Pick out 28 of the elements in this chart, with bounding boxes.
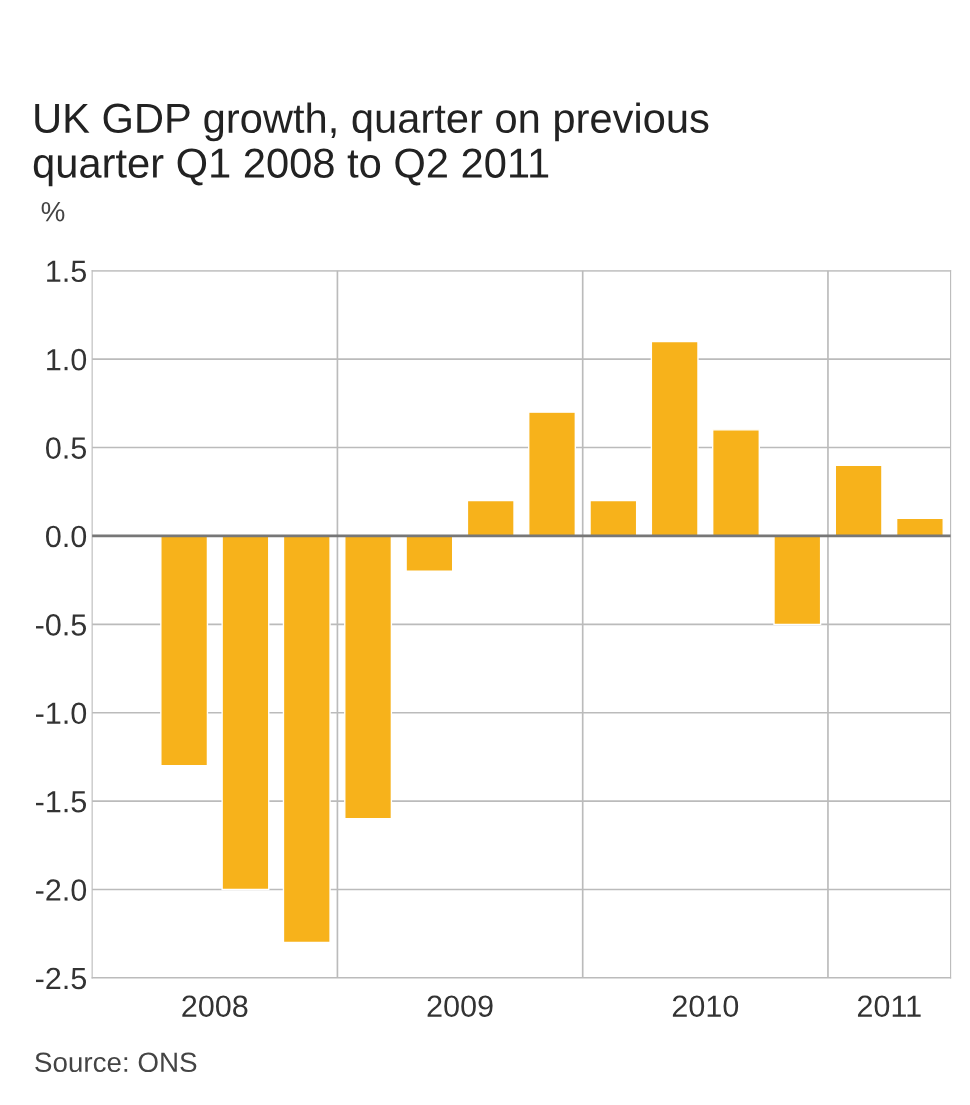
y-tick-label: 0.0 [46, 525, 87, 548]
bar [466, 499, 515, 537]
y-tick-label: -1.0 [36, 702, 87, 725]
y-tick-label: -2.0 [36, 879, 87, 901]
y-tick-label: 1.5 [47, 260, 87, 283]
bar [405, 535, 454, 572]
x-tick-label: 2011 [857, 995, 921, 1018]
x-tick-label: 2010 [672, 995, 739, 1018]
y-tick-label: 0.5 [46, 437, 87, 459]
source-note: Source: ONS [35, 1052, 197, 1073]
bar [160, 535, 209, 767]
bar [589, 499, 638, 537]
bar [344, 535, 393, 820]
x-tick-label: 2009 [427, 995, 493, 1018]
y-tick-label: -2.5 [36, 967, 87, 990]
y-tick-label: -1.5 [36, 791, 87, 813]
bar [711, 429, 760, 537]
x-tick-label: 2008 [182, 995, 248, 1018]
chart-title: UK GDP growth, quarter on previous quarter Q1 2008 to Q2 2011 [33, 102, 709, 187]
bar [650, 340, 699, 537]
y-axis-title: % [41, 201, 65, 222]
bar [834, 464, 883, 537]
y-tick-label: -0.5 [36, 614, 87, 636]
y-tick-label: 1.0 [47, 348, 87, 371]
bar [282, 535, 331, 944]
bar [528, 411, 577, 537]
bar [221, 535, 270, 891]
bar [773, 535, 822, 626]
